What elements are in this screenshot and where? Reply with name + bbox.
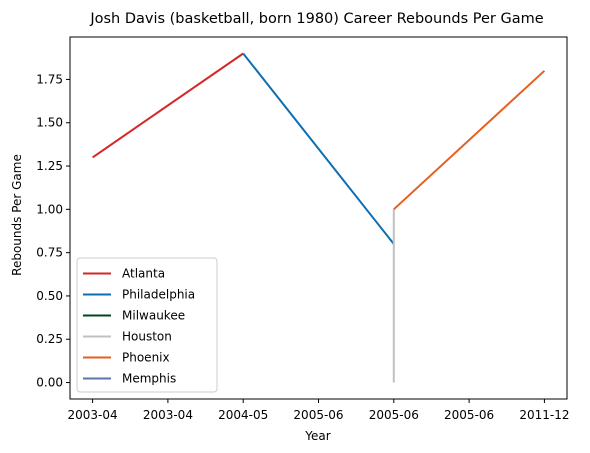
plot-frame <box>69 36 568 400</box>
y-tick-label: 1.75 <box>36 72 63 86</box>
y-axis-title: Rebounds Per Game <box>10 154 24 276</box>
y-tick-label: 1.00 <box>36 202 63 216</box>
legend-label-milwaukee: Milwaukee <box>122 309 185 323</box>
y-axis-ticks: 0.00 0.25 0.50 0.75 1.00 1.25 1.50 1.75 <box>36 72 70 390</box>
y-tick-label: 0.25 <box>36 332 63 346</box>
series-line-atlanta <box>92 52 244 159</box>
x-tick-label: 2005-06 <box>293 408 343 422</box>
series-line-phoenix <box>393 70 546 211</box>
y-tick-label: 0.00 <box>36 376 63 390</box>
x-axis-title: Year <box>304 429 330 443</box>
legend-label-memphis: Memphis <box>122 372 176 386</box>
chart-title: Josh Davis (basketball, born 1980) Caree… <box>89 11 543 27</box>
series-line-philadelphia <box>242 52 395 245</box>
legend-label-philadelphia: Philadelphia <box>122 288 195 302</box>
x-tick-label: 2005-06 <box>369 408 419 422</box>
y-tick-label: 0.75 <box>36 246 63 260</box>
y-tick-label: 1.25 <box>36 159 63 173</box>
y-tick-label: 0.50 <box>36 289 63 303</box>
plot-lines <box>92 52 546 383</box>
legend-label-houston: Houston <box>122 330 172 344</box>
x-axis-ticks: 2003-04 2003-04 2004-05 2005-06 2005-06 2005-… <box>68 399 569 422</box>
x-tick-label: 2011-12 <box>519 408 569 422</box>
x-tick-label: 2004-05 <box>218 408 268 422</box>
y-tick-label: 1.50 <box>36 116 63 130</box>
x-tick-label: 2003-04 <box>143 408 193 422</box>
legend-box <box>76 257 218 393</box>
x-tick-label: 2005-06 <box>444 408 494 422</box>
legend-label-phoenix: Phoenix <box>122 351 170 365</box>
legend-label-atlanta: Atlanta <box>122 267 165 281</box>
legend: Atlanta Philadelphia Milwaukee Houston Phoen… <box>76 257 218 393</box>
x-tick-label: 2003-04 <box>68 408 118 422</box>
